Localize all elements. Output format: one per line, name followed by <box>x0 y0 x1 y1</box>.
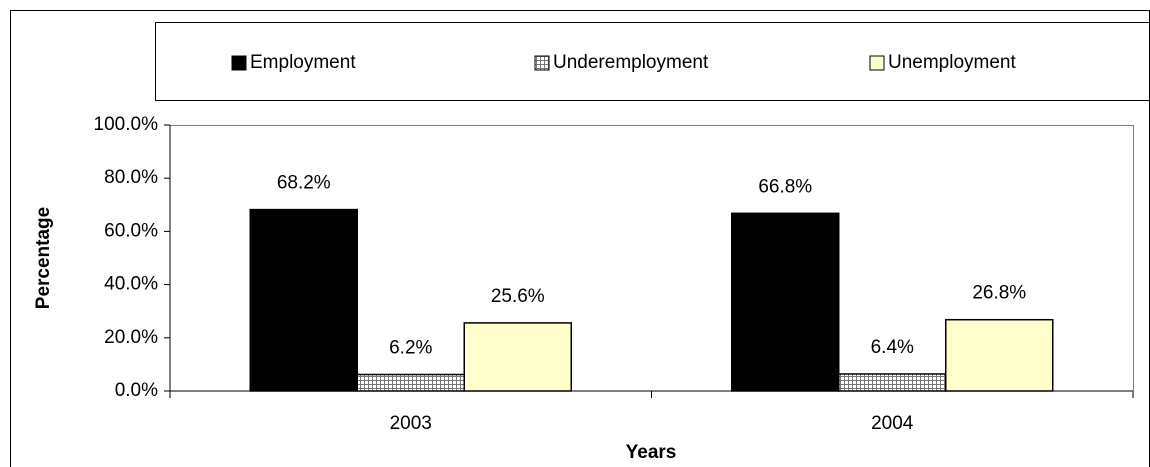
legend-label: Unemployment <box>888 52 1016 73</box>
x-tick-label: 2004 <box>871 413 914 434</box>
legend-swatch <box>231 55 247 71</box>
value-label: 26.8% <box>972 283 1026 304</box>
bar <box>249 208 358 392</box>
plot-border <box>170 125 1134 391</box>
value-label: 66.8% <box>758 176 812 197</box>
y-tick-label: 100.0% <box>94 114 159 135</box>
x-axis-title: Years <box>626 442 677 463</box>
legend-box <box>155 22 1150 101</box>
value-label: 6.2% <box>389 338 432 359</box>
y-tick-label: 40.0% <box>104 274 158 295</box>
y-tick-label: 20.0% <box>104 327 158 348</box>
y-tick-label: 0.0% <box>115 380 158 401</box>
legend-label: Employment <box>250 52 356 73</box>
legend-swatch <box>534 55 550 71</box>
x-tick-label: 2003 <box>390 413 432 434</box>
y-axis-title: Percentage <box>33 207 54 309</box>
y-tick-label: 60.0% <box>104 220 158 241</box>
bar <box>731 212 840 392</box>
bar <box>945 318 1054 392</box>
value-label: 25.6% <box>491 286 545 307</box>
legend-label: Underemployment <box>553 52 709 73</box>
legend-swatch <box>869 55 885 71</box>
bar <box>838 373 947 392</box>
bar <box>463 322 572 392</box>
y-tick-label: 80.0% <box>104 167 158 188</box>
bar <box>356 373 465 392</box>
value-label: 68.2% <box>277 173 331 194</box>
value-label: 6.4% <box>871 337 914 358</box>
